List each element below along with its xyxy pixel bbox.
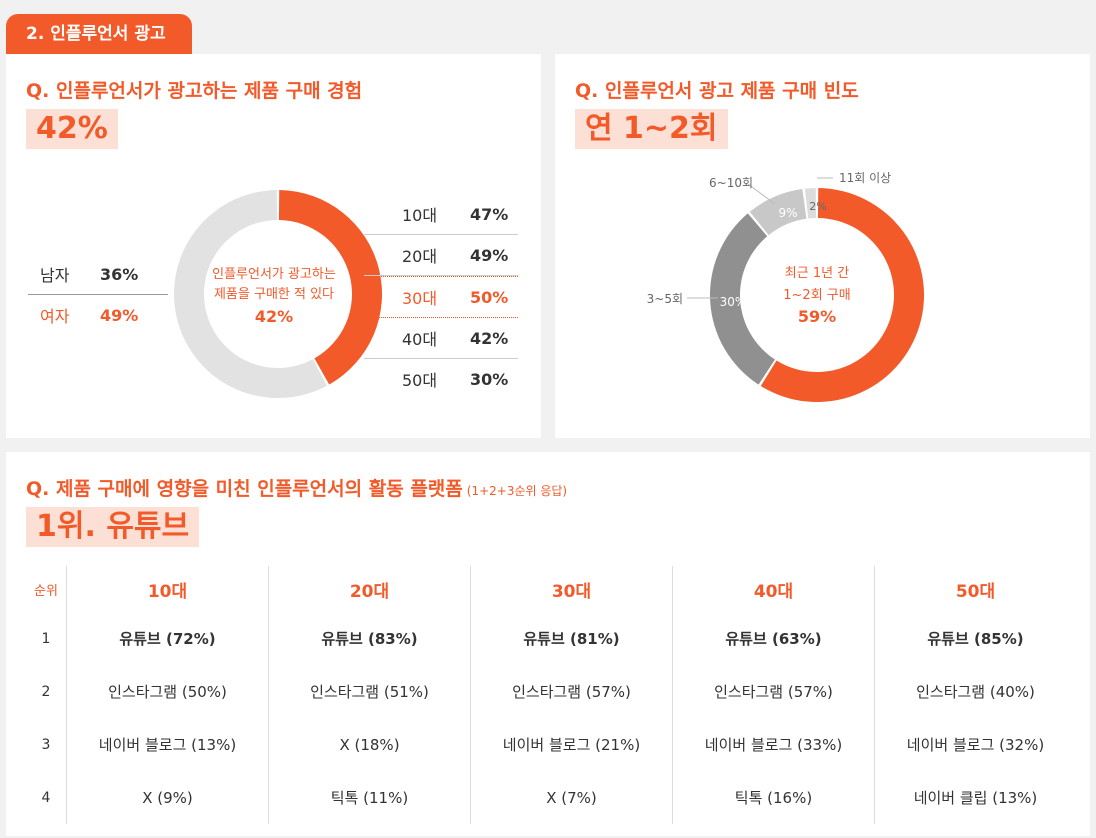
- gender-label: 여자: [40, 307, 70, 326]
- gender-table: 남자 36% 여자 49%: [28, 254, 168, 335]
- donut-slice: [278, 190, 382, 385]
- donut-center-line2: 제품을 구매한 적 있다: [214, 287, 334, 302]
- donut-slice: [174, 190, 328, 398]
- purchase-frequency-donut: 3~5회 6~10회 11회 이상 30% 9% 2% 최근 1년 간 1~2회…: [647, 171, 924, 402]
- purchase-frequency-card: Q. 인플루언서 광고 제품 구매 빈도 연 1~2회 3~5회 6~10회 1…: [555, 54, 1090, 438]
- slice-value-9: 9%: [778, 206, 797, 220]
- question-text: Q. 제품 구매에 영향을 미친 인플루언서의 활동 플랫폼: [26, 478, 463, 500]
- table-row: 3 네이버 블로그 (13%) X (18%) 네이버 블로그 (21%) 네이…: [26, 718, 1076, 771]
- donut-center-value: 42%: [255, 307, 293, 326]
- slice-label-6-10: 6~10회: [709, 176, 753, 190]
- table-cell: X (18%): [268, 718, 470, 771]
- divider: [28, 294, 168, 295]
- table-cell: X (9%): [66, 771, 268, 824]
- table-cell: 유튜브 (83%): [268, 612, 470, 665]
- rank-number: 4: [41, 789, 51, 806]
- rank-number: 2: [41, 683, 51, 700]
- age-row: 10대 47%: [364, 194, 518, 235]
- question-note: (1+2+3순위 응답): [466, 484, 568, 498]
- age-label: 50대: [402, 371, 438, 390]
- table-cell: 네이버 블로그 (32%): [874, 718, 1076, 771]
- table-cell: 네이버 블로그 (21%): [470, 718, 672, 771]
- table-cell: 유튜브 (85%): [874, 612, 1076, 665]
- age-label: 10대: [402, 206, 438, 225]
- platform-card: Q. 제품 구매에 영향을 미친 인플루언서의 활동 플랫폼 (1+2+3순위 응…: [6, 452, 1090, 836]
- gender-row-female: 여자 49%: [28, 295, 168, 335]
- leader-line: [747, 183, 776, 205]
- question-title: Q. 인플루언서 광고 제품 구매 빈도: [575, 80, 859, 102]
- purchase-experience-donut: 인플루언서가 광고하는 제품을 구매한 적 있다 42%: [174, 190, 382, 398]
- table-cell: 유튜브 (81%): [470, 612, 672, 665]
- table-cell: 틱톡 (11%): [268, 771, 470, 824]
- column-header: 50대: [874, 566, 1076, 612]
- table-cell: 인스타그램 (50%): [66, 665, 268, 718]
- highlight-value: 1위. 유튜브: [26, 507, 200, 547]
- donut-center-value: 59%: [798, 307, 836, 326]
- section-tab: 2. 인플루언서 광고: [6, 14, 192, 54]
- gender-value: 49%: [100, 305, 139, 325]
- age-row: 50대 30%: [364, 359, 518, 399]
- table-row: 4 X (9%) 틱톡 (11%) X (7%) 틱톡 (16%) 네이버 클립…: [26, 771, 1076, 824]
- highlight-value: 42%: [26, 109, 118, 149]
- gender-value: 36%: [100, 264, 139, 284]
- column-header: 40대: [672, 566, 874, 612]
- age-label: 20대: [402, 247, 438, 266]
- table-row: 1 유튜브 (72%) 유튜브 (83%) 유튜브 (81%) 유튜브 (63%…: [26, 612, 1076, 665]
- slice-label-3-5: 3~5회: [647, 292, 683, 306]
- donut-center-line2: 1~2회 구매: [783, 288, 850, 303]
- age-row: 40대 42%: [364, 318, 518, 359]
- platform-rank-table: 순위 10대 20대 30대 40대 50대 1 유튜브 (72%) 유튜브 (…: [26, 566, 1076, 824]
- age-value: 30%: [470, 369, 509, 389]
- donut-slice: [710, 213, 775, 385]
- gender-label: 남자: [40, 266, 70, 285]
- question-title: Q. 인플루언서가 광고하는 제품 구매 경험: [26, 80, 363, 102]
- donut-slice: [749, 189, 807, 236]
- table-header: 순위 10대 20대 30대 40대 50대: [26, 566, 1076, 612]
- column-header: 10대: [66, 566, 268, 612]
- age-row: 30대 50%: [364, 276, 518, 318]
- table-cell: 인스타그램 (51%): [268, 665, 470, 718]
- donut-slice: [804, 188, 817, 219]
- table-cell: 인스타그램 (57%): [672, 665, 874, 718]
- table-cell: 인스타그램 (57%): [470, 665, 672, 718]
- slice-value-2: 2%: [809, 200, 826, 213]
- table-cell: 틱톡 (16%): [672, 771, 874, 824]
- question-title: Q. 제품 구매에 영향을 미친 인플루언서의 활동 플랫폼 (1+2+3순위 응…: [26, 474, 567, 501]
- age-label: 40대: [402, 330, 438, 349]
- age-value: 50%: [470, 287, 509, 307]
- table-cell: 네이버 클립 (13%): [874, 771, 1076, 824]
- highlight-value: 연 1~2회: [575, 109, 728, 149]
- rank-number: 3: [41, 736, 51, 753]
- table-cell: 유튜브 (72%): [66, 612, 268, 665]
- table-cell: X (7%): [470, 771, 672, 824]
- table-cell: 인스타그램 (40%): [874, 665, 1076, 718]
- age-value: 49%: [470, 245, 509, 265]
- column-header: 30대: [470, 566, 672, 612]
- purchase-experience-card: Q. 인플루언서가 광고하는 제품 구매 경험 42% 남자 36% 여자 49…: [6, 54, 541, 438]
- rank-number: 1: [41, 630, 51, 647]
- age-row: 20대 49%: [364, 235, 518, 276]
- column-header: 20대: [268, 566, 470, 612]
- table-row: 2 인스타그램 (50%) 인스타그램 (51%) 인스타그램 (57%) 인스…: [26, 665, 1076, 718]
- slice-label-11-plus: 11회 이상: [839, 171, 891, 185]
- table-cell: 유튜브 (63%): [672, 612, 874, 665]
- gender-row-male: 남자 36%: [28, 254, 168, 294]
- donut-center-line1: 최근 1년 간: [785, 266, 849, 281]
- rank-header: 순위: [34, 583, 58, 599]
- donut-slice: [760, 188, 924, 402]
- table-cell: 네이버 블로그 (33%): [672, 718, 874, 771]
- age-value: 47%: [470, 204, 509, 224]
- age-table: 10대 47% 20대 49% 30대 50% 40대 42% 50대 30%: [364, 194, 518, 399]
- donut-center-line1: 인플루언서가 광고하는: [212, 267, 336, 282]
- table-cell: 네이버 블로그 (13%): [66, 718, 268, 771]
- age-value: 42%: [470, 328, 509, 348]
- age-label: 30대: [402, 289, 438, 308]
- slice-value-30: 30%: [720, 295, 747, 309]
